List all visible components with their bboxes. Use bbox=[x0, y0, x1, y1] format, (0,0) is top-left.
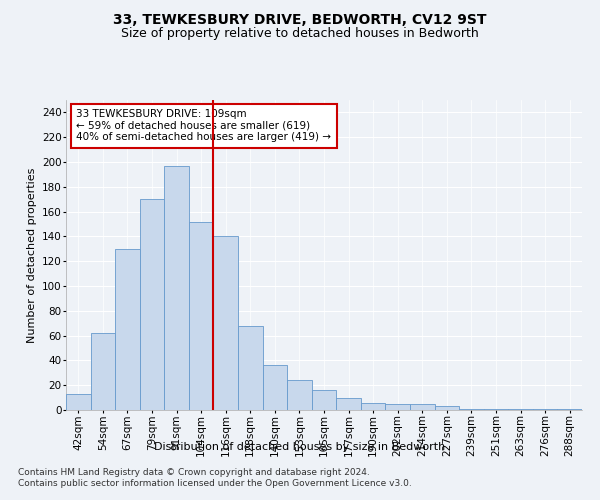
Bar bbox=[557, 409, 582, 410]
Bar bbox=[287, 380, 312, 410]
Bar bbox=[140, 199, 164, 410]
Bar bbox=[434, 406, 459, 410]
Bar bbox=[66, 394, 91, 410]
Bar bbox=[214, 236, 238, 410]
Bar bbox=[115, 249, 140, 410]
Bar bbox=[484, 409, 508, 410]
Bar bbox=[312, 390, 336, 410]
Bar bbox=[361, 402, 385, 410]
Bar bbox=[189, 222, 214, 410]
Text: 33 TEWKESBURY DRIVE: 109sqm
← 59% of detached houses are smaller (619)
40% of se: 33 TEWKESBURY DRIVE: 109sqm ← 59% of det… bbox=[76, 110, 331, 142]
Text: 33, TEWKESBURY DRIVE, BEDWORTH, CV12 9ST: 33, TEWKESBURY DRIVE, BEDWORTH, CV12 9ST bbox=[113, 12, 487, 26]
Bar bbox=[164, 166, 189, 410]
Text: Distribution of detached houses by size in Bedworth: Distribution of detached houses by size … bbox=[154, 442, 446, 452]
Bar bbox=[91, 333, 115, 410]
Bar bbox=[459, 409, 484, 410]
Bar bbox=[238, 326, 263, 410]
Text: Contains HM Land Registry data © Crown copyright and database right 2024.
Contai: Contains HM Land Registry data © Crown c… bbox=[18, 468, 412, 487]
Bar bbox=[263, 366, 287, 410]
Bar bbox=[336, 398, 361, 410]
Bar bbox=[533, 409, 557, 410]
Bar bbox=[385, 404, 410, 410]
Text: Size of property relative to detached houses in Bedworth: Size of property relative to detached ho… bbox=[121, 28, 479, 40]
Bar bbox=[410, 404, 434, 410]
Y-axis label: Number of detached properties: Number of detached properties bbox=[26, 168, 37, 342]
Bar bbox=[508, 409, 533, 410]
